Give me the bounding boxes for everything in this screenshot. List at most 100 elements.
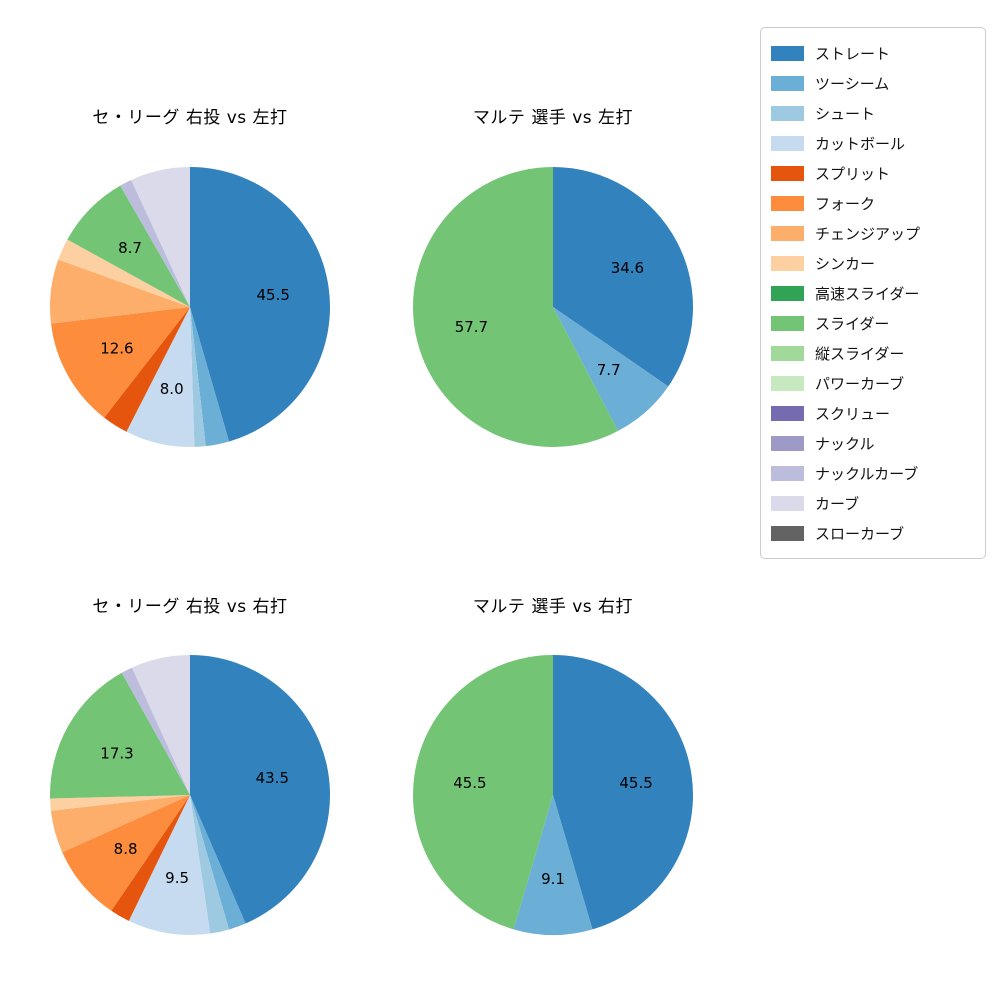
pie-percent-label: 57.7 bbox=[455, 318, 488, 336]
legend-swatch bbox=[771, 495, 804, 511]
pie-slice-スプリット bbox=[111, 795, 190, 921]
legend-swatch bbox=[771, 105, 804, 121]
legend-swatch bbox=[771, 345, 804, 361]
pie-percent-label: 9.5 bbox=[165, 869, 189, 887]
legend-item: シュート bbox=[771, 98, 975, 128]
pie-slice-スライダー bbox=[412, 655, 553, 930]
legend-item: フォーク bbox=[771, 188, 975, 218]
legend-swatch bbox=[771, 165, 804, 181]
legend-swatch bbox=[771, 375, 804, 391]
legend-item: チェンジアップ bbox=[771, 218, 975, 248]
pie-slice-ストレート bbox=[190, 655, 331, 924]
legend-swatch bbox=[771, 45, 804, 61]
legend-item: 縦スライダー bbox=[771, 338, 975, 368]
pie-slice-スライダー bbox=[49, 672, 190, 799]
legend-label: カットボール bbox=[815, 134, 906, 153]
legend-item: パワーカーブ bbox=[771, 368, 975, 398]
legend-swatch bbox=[771, 285, 804, 301]
legend-swatch bbox=[771, 75, 804, 91]
pie-slice-シュート bbox=[190, 307, 206, 447]
chart-title-top-left: セ・リーグ 右投 vs 左打 bbox=[92, 108, 288, 128]
pie-slice-ストレート bbox=[553, 655, 694, 930]
pie-chart-top-right: 34.6 7.7 57.7 bbox=[412, 167, 693, 447]
legend-item: カットボール bbox=[771, 128, 975, 158]
legend-swatch bbox=[771, 465, 804, 481]
pie-slice-ナックルカーブ bbox=[121, 667, 190, 795]
pie-slice-スライダー bbox=[412, 167, 619, 447]
pie-slice-ストレート bbox=[190, 167, 330, 442]
legend-item: スプリット bbox=[771, 158, 975, 188]
pie-slice-カーブ bbox=[131, 655, 190, 795]
legend-item: ツーシーム bbox=[771, 68, 975, 98]
pie-slice-カットボール bbox=[128, 795, 211, 936]
chart-title-bottom-right: マルテ 選手 vs 右打 bbox=[472, 597, 634, 617]
legend-label: スローカーブ bbox=[815, 524, 905, 543]
legend-label: パワーカーブ bbox=[815, 374, 905, 393]
pie-percent-label: 9.1 bbox=[541, 870, 565, 888]
pie-percent-label: 8.0 bbox=[160, 380, 184, 398]
legend-swatch bbox=[771, 255, 804, 271]
legend: ストレートツーシームシュートカットボール スプリットフォークチェンジアップ シンカー… bbox=[760, 27, 986, 559]
legend-item: ナックルカーブ bbox=[771, 458, 975, 488]
pie-slice-フォーク bbox=[62, 795, 190, 911]
chart-title-bottom-left: セ・リーグ 右投 vs 右打 bbox=[92, 597, 288, 617]
legend-label: フォーク bbox=[815, 194, 876, 213]
legend-label: チェンジアップ bbox=[815, 224, 921, 243]
legend-label: カーブ bbox=[815, 494, 860, 513]
legend-item: スライダー bbox=[771, 308, 975, 338]
pie-percent-label: 8.8 bbox=[114, 840, 138, 858]
pie-percent-label: 45.5 bbox=[453, 774, 486, 792]
pie-slice-フォーク bbox=[51, 307, 190, 418]
pie-slice-カーブ bbox=[131, 167, 190, 307]
legend-swatch bbox=[771, 435, 804, 451]
legend-label: スプリット bbox=[815, 164, 891, 183]
legend-item: カーブ bbox=[771, 488, 975, 518]
chart-title-top-right: マルテ 選手 vs 左打 bbox=[472, 108, 634, 128]
legend-label: 高速スライダー bbox=[815, 284, 920, 303]
legend-swatch bbox=[771, 315, 804, 331]
legend-item: 高速スライダー bbox=[771, 278, 975, 308]
pie-slice-スプリット bbox=[104, 307, 190, 432]
pie-slice-スライダー bbox=[67, 185, 190, 307]
pie-slice-シュート bbox=[190, 795, 230, 934]
legend-label: ナックル bbox=[815, 434, 875, 453]
pie-percent-label: 45.5 bbox=[619, 774, 652, 792]
pie-slice-シンカー bbox=[50, 795, 190, 811]
pie-chart-bottom-left: 43.5 9.5 8.8 17.3 bbox=[49, 655, 331, 936]
pie-slice-ツーシーム bbox=[553, 307, 669, 431]
pie-percent-label: 34.6 bbox=[611, 259, 644, 277]
legend-swatch bbox=[771, 135, 804, 151]
pie-percent-label: 12.6 bbox=[100, 339, 133, 357]
legend-label: シンカー bbox=[815, 254, 876, 273]
legend-item: ナックル bbox=[771, 428, 975, 458]
legend-label: ナックルカーブ bbox=[815, 464, 919, 483]
pie-slice-チェンジアップ bbox=[50, 795, 190, 853]
pie-slice-ナックルカーブ bbox=[120, 179, 190, 307]
legend-label: ストレート bbox=[815, 44, 891, 63]
legend-items: ストレートツーシームシュートカットボール スプリットフォークチェンジアップ シンカー… bbox=[771, 38, 975, 548]
legend-swatch bbox=[771, 195, 804, 211]
pie-slice-ツーシーム bbox=[513, 795, 593, 936]
pie-chart-bottom-right: 45.5 9.1 45.5 bbox=[412, 655, 694, 936]
legend-item: シンカー bbox=[771, 248, 975, 278]
legend-label: シュート bbox=[815, 104, 876, 123]
legend-swatch bbox=[771, 225, 804, 241]
pie-percent-label: 7.7 bbox=[597, 361, 621, 379]
legend-item: スローカーブ bbox=[771, 518, 975, 548]
legend-item: ストレート bbox=[771, 38, 975, 68]
legend-swatch bbox=[771, 525, 804, 541]
legend-label: スクリュー bbox=[815, 404, 891, 423]
pie-percent-label: 8.7 bbox=[118, 239, 142, 257]
pie-slice-ツーシーム bbox=[190, 307, 230, 447]
legend-item: スクリュー bbox=[771, 398, 975, 428]
pie-slice-カットボール bbox=[126, 307, 195, 447]
pie-percent-label: 43.5 bbox=[256, 769, 289, 787]
pie-slice-チェンジアップ bbox=[50, 259, 191, 324]
pie-percent-label: 17.3 bbox=[100, 744, 133, 762]
legend-label: スライダー bbox=[815, 314, 890, 333]
pie-chart-top-left: 45.5 8.0 12.6 8.7 bbox=[50, 167, 330, 447]
pie-slice-ストレート bbox=[553, 167, 693, 387]
pie-slice-シンカー bbox=[58, 239, 190, 307]
legend-label: ツーシーム bbox=[815, 74, 890, 93]
